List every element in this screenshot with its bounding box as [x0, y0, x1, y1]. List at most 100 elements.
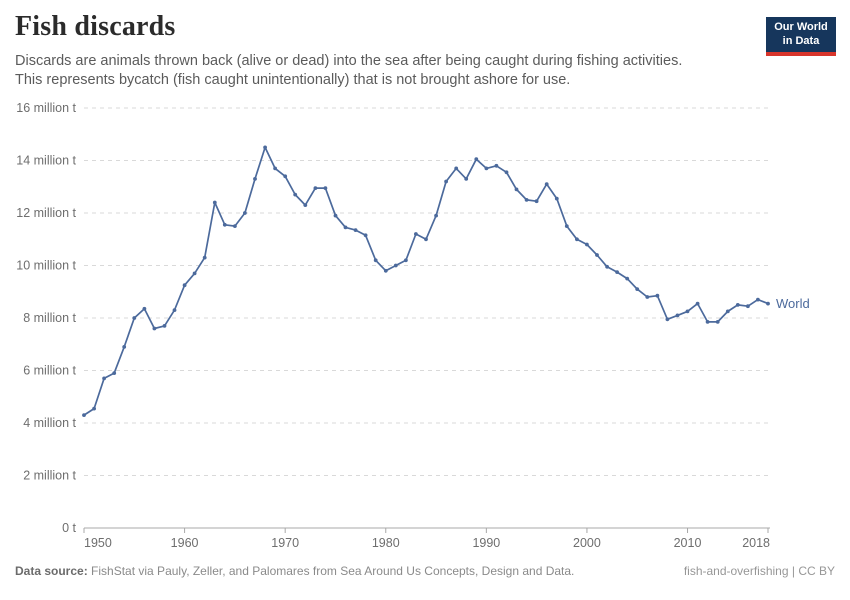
y-tick-label: 12 million t: [16, 206, 76, 220]
data-point: [333, 213, 338, 218]
data-point: [534, 199, 539, 204]
data-point: [172, 308, 177, 312]
data-point: [484, 166, 489, 171]
data-point: [404, 258, 408, 263]
data-point: [383, 268, 388, 273]
y-tick-label: 4 million t: [23, 416, 76, 430]
x-tick-label: 1980: [372, 536, 400, 550]
data-point: [212, 200, 217, 205]
x-axis-ticks: [83, 528, 769, 533]
data-point: [112, 371, 117, 375]
data-point: [605, 264, 609, 269]
chart-subtitle: Discards are animals thrown back (alive …: [15, 52, 835, 90]
data-point: [222, 222, 227, 227]
data-point: [353, 228, 358, 233]
x-tick-label: 1950: [84, 536, 112, 550]
x-tick-label: 1960: [171, 536, 199, 550]
subtitle-line-2: This represents bycatch (fish caught uni…: [15, 72, 571, 88]
x-tick-label: 2018: [742, 536, 770, 550]
x-tick-label: 1970: [271, 536, 299, 550]
chart-header: Fish discards Discards are animals throw…: [0, 0, 850, 90]
page-title: Fish discards: [15, 11, 176, 42]
x-axis-labels: 1950 1960 1970 1980 1990 2000 2010 2018: [84, 536, 770, 550]
data-point: [152, 326, 157, 331]
owid-logo[interactable]: Our World in Data: [766, 17, 836, 56]
data-point: [192, 271, 197, 276]
data-point: [474, 157, 479, 162]
data-point: [645, 295, 650, 299]
data-point: [434, 213, 438, 218]
data-point: [675, 313, 680, 318]
data-point: [705, 320, 710, 324]
owid-logo-text-line-2: in Data: [782, 34, 820, 47]
data-point: [494, 163, 499, 168]
y-gridlines: [84, 107, 770, 529]
data-point: [585, 242, 589, 247]
data-point: [444, 179, 448, 184]
data-point: [575, 237, 579, 242]
line-chart[interactable]: 0 t 2 million t 4 million t 6 million t 8 mi…: [0, 98, 850, 558]
data-point: [464, 177, 469, 181]
data-point: [373, 258, 378, 263]
data-point: [414, 232, 418, 236]
y-tick-label: 0 t: [62, 521, 76, 535]
data-point: [725, 309, 730, 314]
data-point: [635, 287, 640, 291]
data-point: [756, 297, 760, 302]
data-point: [323, 186, 328, 190]
data-point: [715, 320, 720, 324]
owid-logo-text-line-1: Our World: [774, 21, 828, 33]
data-point: [393, 263, 398, 268]
data-point: [424, 237, 428, 242]
data-point: [544, 182, 549, 186]
data-point: [746, 304, 750, 309]
data-point: [273, 166, 277, 171]
data-point: [554, 196, 559, 201]
x-tick-label: 2010: [674, 536, 702, 550]
chart-footer: Data source: FishStat via Pauly, Zeller,…: [0, 558, 850, 578]
data-point: [313, 186, 318, 190]
x-tick-label: 2000: [573, 536, 601, 550]
data-point: [454, 166, 459, 171]
data-point: [182, 283, 187, 288]
data-point: [735, 303, 740, 307]
data-point: [615, 270, 619, 274]
data-point: [82, 413, 86, 417]
y-tick-label: 14 million t: [16, 154, 76, 168]
data-point: [243, 211, 247, 215]
data-point: [514, 187, 519, 192]
data-point: [122, 345, 127, 349]
series-world: [82, 145, 770, 417]
data-point: [142, 306, 147, 311]
data-point: [625, 276, 630, 281]
data-point: [665, 317, 670, 322]
data-source-note: Data source: FishStat via Pauly, Zeller,…: [15, 564, 574, 578]
data-point: [695, 301, 700, 306]
data-point: [132, 316, 137, 320]
data-point: [293, 192, 298, 197]
data-point: [92, 406, 96, 411]
x-tick-label: 1990: [472, 536, 500, 550]
y-tick-label: 16 million t: [16, 101, 76, 115]
data-point: [343, 225, 348, 230]
y-tick-label: 8 million t: [23, 311, 76, 325]
data-point: [102, 376, 106, 381]
data-point: [303, 203, 308, 207]
data-point: [162, 324, 167, 328]
y-axis-labels: 0 t 2 million t 4 million t 6 million t 8 mi…: [16, 101, 76, 535]
data-point: [202, 255, 207, 260]
data-point: [595, 253, 599, 257]
data-point: [685, 309, 690, 314]
data-point: [766, 301, 770, 306]
data-point: [283, 174, 288, 179]
data-point: [233, 224, 237, 228]
entity-label: World: [776, 296, 810, 311]
license-note[interactable]: fish-and-overfishing | CC BY: [683, 564, 835, 578]
data-point: [564, 224, 569, 228]
data-point: [524, 198, 529, 202]
series-line: [83, 146, 769, 416]
subtitle-line-1: Discards are animals thrown back (alive …: [15, 53, 683, 69]
y-tick-label: 6 million t: [23, 364, 76, 378]
data-source-label: Data source:: [15, 564, 88, 578]
